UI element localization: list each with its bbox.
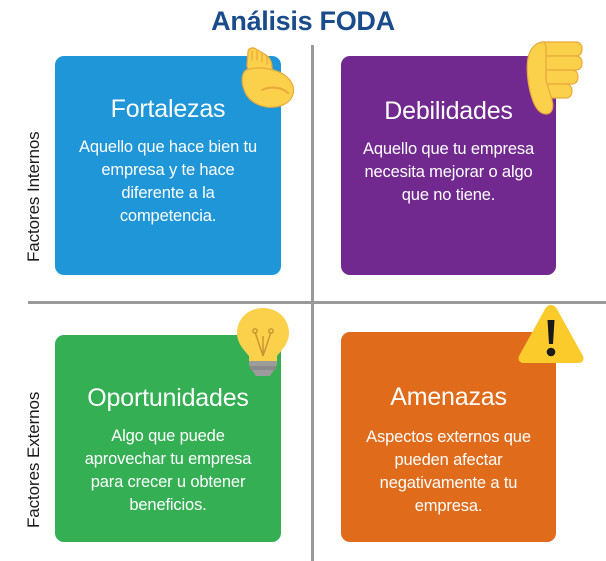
thumbs-down-icon bbox=[522, 40, 584, 118]
quadrant-title-opportunities: Oportunidades bbox=[87, 384, 249, 412]
quadrant-card-strengths[interactable]: Fortalezas Aquello que hace bien tu empr… bbox=[55, 56, 281, 275]
quadrant-card-weaknesses[interactable]: Debilidades Aquello que tu empresa neces… bbox=[341, 56, 556, 275]
axis-label-internal-factors: Factores Internos bbox=[24, 131, 43, 262]
axis-label-external-factors: Factores Externos bbox=[24, 391, 43, 528]
quadrant-title-threats: Amenazas bbox=[390, 383, 507, 411]
light-bulb-icon bbox=[233, 306, 293, 378]
quadrant-card-threats[interactable]: Amenazas Aspectos externos que pueden af… bbox=[341, 332, 556, 542]
quadrant-body-weaknesses: Aquello que tu empresa necesita mejorar … bbox=[363, 140, 534, 204]
quadrant-body-strengths: Aquello que hace bien tu empresa y te ha… bbox=[78, 138, 258, 225]
warning-triangle-icon bbox=[516, 303, 586, 365]
flexed-biceps-icon bbox=[236, 46, 302, 112]
quadrant-body-threats: Aspectos externos que pueden afectar neg… bbox=[366, 428, 531, 515]
vertical-divider bbox=[311, 45, 314, 561]
quadrant-title-weaknesses: Debilidades bbox=[384, 97, 513, 125]
quadrant-title-strengths: Fortalezas bbox=[110, 95, 226, 123]
quadrant-body-opportunities: Algo que puede aprovechar tu empresa par… bbox=[84, 427, 252, 514]
quadrant-card-opportunities[interactable]: Oportunidades Algo que puede aprovechar … bbox=[55, 335, 281, 542]
page-title: Análisis FODA bbox=[211, 6, 395, 36]
horizontal-divider bbox=[28, 301, 606, 304]
